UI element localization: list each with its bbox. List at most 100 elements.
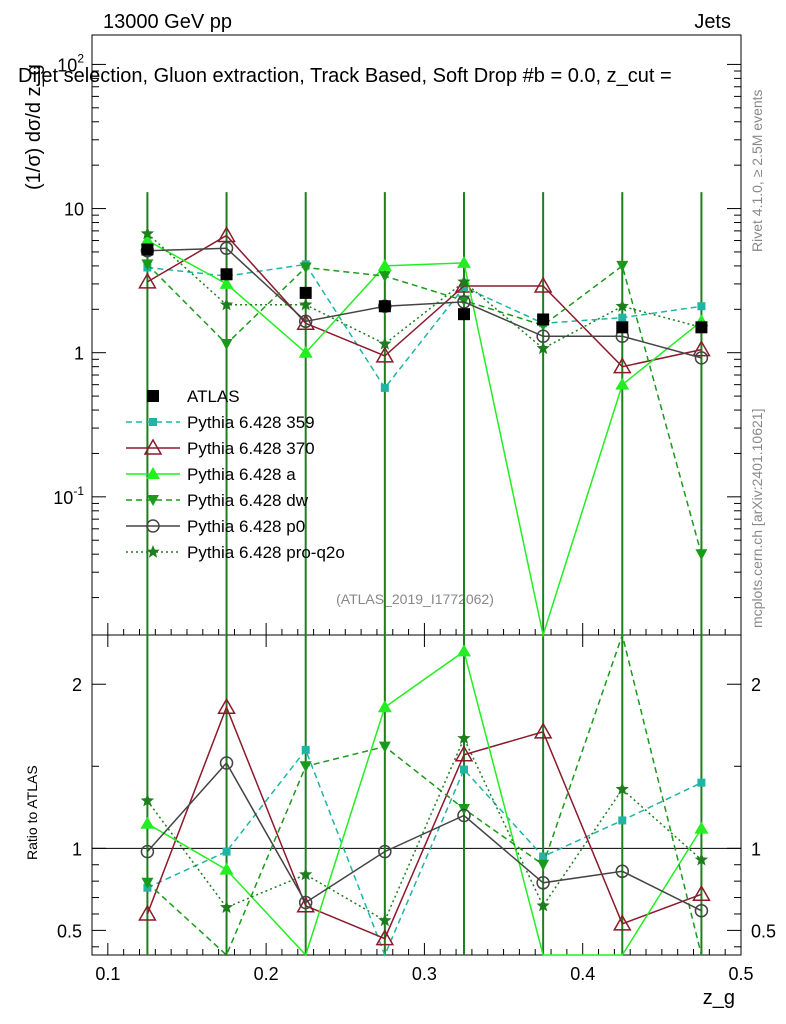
ratio-tick-label: 1 <box>72 839 82 859</box>
atlas-point <box>378 300 391 313</box>
ratio-point <box>140 793 155 807</box>
ratio-point <box>141 877 154 889</box>
ratio-point <box>536 876 550 890</box>
atlas-point <box>299 286 312 299</box>
ratio-point <box>457 808 471 823</box>
ratio-point <box>694 821 709 834</box>
series-line <box>147 247 702 359</box>
series-point <box>299 262 312 274</box>
ratio-point <box>377 700 392 713</box>
series-point <box>616 260 629 272</box>
legend-label: Pythia 6.428 pro-q2o <box>187 543 345 562</box>
series-point <box>377 258 392 271</box>
ratio-series-line <box>146 736 702 922</box>
plot-title: Dijet selection, Gluon extraction, Track… <box>18 65 672 87</box>
ratio-point <box>536 898 550 912</box>
series-point <box>695 549 708 561</box>
ratio-point <box>140 844 155 859</box>
ratio-point <box>612 914 632 931</box>
category-label: Jets <box>694 11 731 33</box>
ratio-point <box>615 864 630 879</box>
ratio-series-line <box>146 705 702 940</box>
series-point <box>459 283 468 292</box>
legend-marker <box>149 418 157 426</box>
x-tick-label: 0.1 <box>95 964 120 984</box>
series-point <box>138 272 157 289</box>
ratio-point <box>378 913 392 927</box>
legend-marker <box>146 467 160 479</box>
ratio-point <box>537 859 550 871</box>
ratio-point <box>615 782 629 795</box>
x-axis-label: z_g <box>703 987 735 1009</box>
x-tick-label: 0.4 <box>570 964 595 984</box>
series-point <box>692 340 711 357</box>
legend-label: Pythia 6.428 359 <box>187 413 315 432</box>
series-point <box>299 297 313 311</box>
legend-marker <box>147 495 159 506</box>
ratio-point <box>219 900 234 914</box>
legend-label: Pythia 6.428 370 <box>187 439 315 458</box>
series-point <box>618 313 627 322</box>
ratio-point <box>694 852 709 866</box>
atlas-point <box>695 321 708 334</box>
ratio-point <box>219 756 234 770</box>
series-point <box>219 276 234 289</box>
atlas-point <box>457 308 470 321</box>
series-line <box>147 239 702 638</box>
ratio-point <box>618 816 627 825</box>
y-tick-label: 10-1 <box>53 484 84 508</box>
ratio-tick-label-right: 1 <box>751 839 761 859</box>
series-point <box>615 377 630 390</box>
ratio-point <box>375 929 395 946</box>
series-point <box>298 314 313 329</box>
series-point <box>457 295 470 307</box>
series-point <box>375 346 395 363</box>
legend-marker <box>143 438 163 455</box>
ratio-series-line <box>147 650 703 957</box>
atlas-point <box>537 313 550 326</box>
series-point <box>457 274 471 288</box>
series-point <box>694 351 709 365</box>
ratio-tick-label-right: 0.5 <box>751 921 776 941</box>
series-point <box>378 271 391 283</box>
ratio-point <box>219 862 234 875</box>
series-point <box>220 338 233 350</box>
atlas-point <box>616 321 629 334</box>
legend-label: Pythia 6.428 dw <box>187 491 309 510</box>
ratio-tick-label-right: 2 <box>751 675 761 695</box>
x-tick-label: 0.2 <box>254 964 279 984</box>
ratio-tick-label: 2 <box>72 675 82 695</box>
series-point <box>219 241 234 256</box>
ratio-point <box>378 741 391 753</box>
series-point <box>219 297 234 311</box>
series-point <box>217 226 236 243</box>
ratio-point <box>378 844 392 859</box>
ratio-point <box>454 745 474 762</box>
atlas-reference <box>141 243 708 334</box>
series-point <box>296 313 315 331</box>
legend-marker <box>146 519 160 533</box>
ratio-point <box>533 722 553 739</box>
legend-label: ATLAS <box>187 387 240 406</box>
series-line <box>147 234 702 368</box>
ratio-tick-label: 0.5 <box>57 921 82 941</box>
ratio-point <box>222 847 231 856</box>
y-tick-label: 1 <box>74 344 84 364</box>
ratio-panel-frame <box>91 634 742 956</box>
legend-label: Pythia 6.428 a <box>187 465 296 484</box>
ratio-point <box>539 852 548 861</box>
ratio-point <box>140 816 155 829</box>
series-point <box>380 383 389 392</box>
series-1 <box>138 226 711 946</box>
series-point <box>378 336 392 350</box>
legend-marker <box>146 545 160 558</box>
ratio-point <box>457 731 471 744</box>
ratio-point <box>217 697 236 714</box>
series-point <box>536 341 550 355</box>
ratio-y-axis-label: Ratio to ATLAS <box>24 765 40 860</box>
series-point <box>612 357 632 374</box>
ratio-point <box>692 884 711 902</box>
series-point <box>140 233 155 246</box>
atlas-point <box>220 268 233 281</box>
series-line <box>146 263 703 555</box>
